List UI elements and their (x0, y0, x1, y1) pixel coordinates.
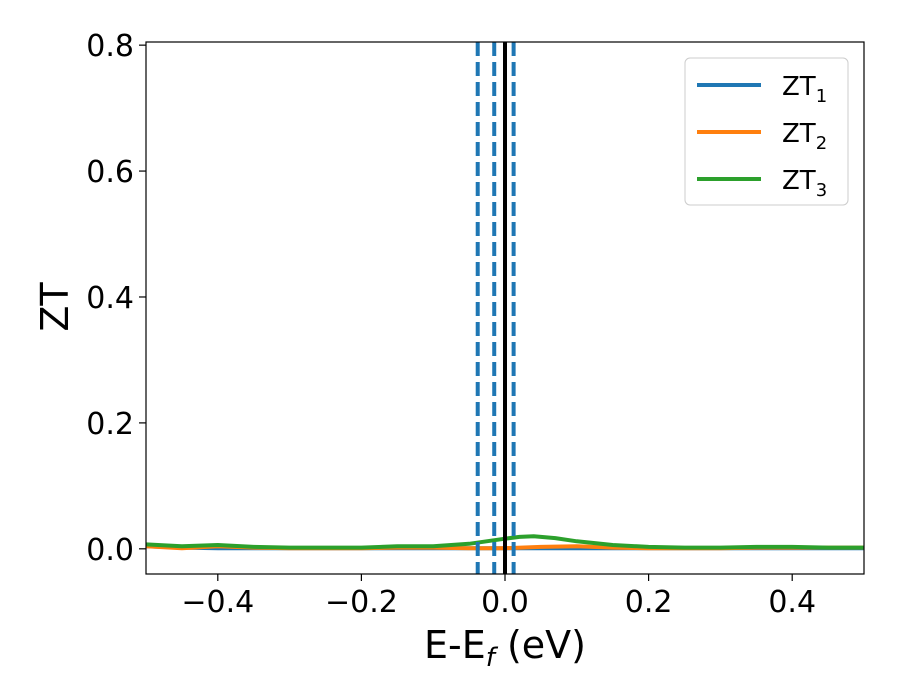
plot-area (145, 41, 865, 575)
plot-marks (146, 42, 864, 574)
legend-label-2: ZT2 (782, 119, 827, 154)
x-axis: −0.4 −0.2 0.0 0.2 0.4 (181, 574, 816, 620)
y-tick-label: 0.0 (86, 533, 134, 568)
legend-label-3: ZT3 (782, 166, 827, 201)
y-axis-label: ZT (33, 282, 77, 332)
x-tick-label: 0.4 (768, 585, 816, 620)
legend-label-1: ZT1 (782, 72, 827, 107)
y-tick-label: 0.6 (86, 155, 134, 190)
x-tick-label: 0.0 (481, 585, 529, 620)
series-line-3 (146, 534, 864, 550)
x-axis-label: E-Ef (eV) (424, 623, 586, 673)
x-axis-label-main: E-E (424, 623, 486, 667)
x-tick-label: 0.2 (625, 585, 673, 620)
legend: ZT1 ZT2 ZT3 (684, 57, 849, 206)
legend-box (684, 57, 849, 206)
y-tick-label: 0.4 (86, 281, 134, 316)
x-tick-label: −0.2 (325, 585, 398, 620)
y-axis: 0.0 0.2 0.4 0.6 0.8 (86, 29, 146, 568)
x-tick-label: −0.4 (181, 585, 254, 620)
y-tick-label: 0.8 (86, 29, 134, 64)
x-axis-label-unit: (eV) (495, 623, 586, 667)
y-tick-label: 0.2 (86, 407, 134, 442)
